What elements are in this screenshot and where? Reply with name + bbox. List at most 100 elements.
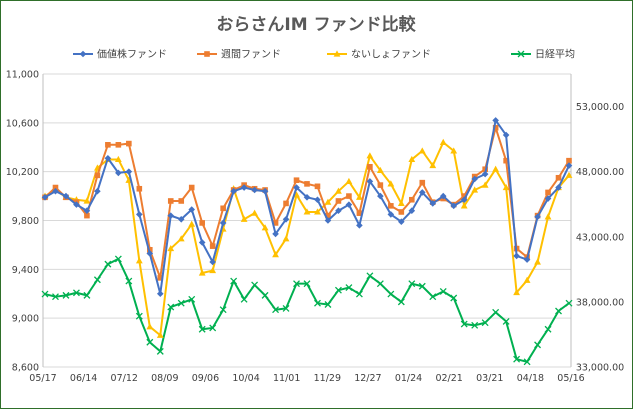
series-0	[41, 117, 573, 298]
data-point	[52, 187, 59, 195]
data-point	[219, 306, 227, 314]
data-point	[503, 157, 509, 164]
data-point	[177, 215, 185, 223]
data-point	[230, 187, 237, 195]
legend-label: 週間ファンド	[221, 49, 281, 61]
data-point	[41, 290, 49, 298]
y2-tick-label: 43,000.00	[576, 232, 624, 243]
data-point	[261, 187, 269, 195]
chart-title: おらさんIM ファンド比較	[216, 14, 416, 35]
data-point	[346, 193, 352, 199]
data-point	[156, 331, 164, 338]
data-point	[397, 298, 405, 306]
data-point	[136, 211, 143, 218]
data-point	[460, 196, 468, 204]
data-point	[325, 212, 331, 219]
data-point	[240, 215, 248, 222]
data-point	[188, 206, 196, 213]
x-axis: 05/17 06/14 07/12 08/09 09/06 10/04 11/01 11/29…	[29, 373, 584, 384]
y-tick-label: 11,000	[6, 70, 39, 81]
legend-label: ないしょファンド	[351, 49, 431, 61]
data-point	[492, 124, 499, 131]
data-point	[544, 325, 552, 333]
data-point	[293, 177, 300, 184]
y-tick-label: 9,800	[12, 216, 39, 227]
data-point	[439, 192, 447, 200]
data-point	[41, 194, 49, 201]
data-point	[146, 323, 154, 330]
data-point	[418, 189, 426, 196]
data-point	[314, 183, 321, 190]
data-point	[366, 152, 374, 159]
data-point	[366, 178, 374, 185]
data-point	[199, 220, 205, 226]
series-2	[41, 138, 573, 338]
data-point	[114, 255, 122, 263]
data-point	[387, 211, 395, 218]
legend-item: 週間ファンド	[197, 49, 281, 61]
chart-legend: 価値株ファンド 週間ファンド ないしょファンド 日経平均	[73, 48, 575, 61]
data-point	[72, 289, 80, 297]
data-point	[83, 207, 91, 215]
legend-item: 日経平均	[511, 48, 575, 61]
y-tick-label: 10,600	[6, 118, 39, 129]
data-point	[126, 140, 132, 147]
data-point	[367, 163, 373, 170]
legend-item: ないしょファンド	[327, 49, 431, 61]
data-point	[209, 243, 216, 249]
data-point	[156, 347, 164, 355]
data-point	[209, 266, 217, 274]
data-point	[115, 169, 122, 177]
y-tick-label: 9,000	[12, 314, 39, 325]
data-point	[62, 291, 70, 299]
data-point	[534, 213, 541, 221]
x-tick-label: 06/14	[70, 373, 97, 384]
data-point	[409, 196, 415, 203]
data-point	[272, 230, 279, 238]
data-point	[240, 295, 248, 303]
data-point	[450, 294, 458, 302]
data-point	[84, 212, 90, 219]
data-point	[450, 202, 458, 210]
series-layer	[41, 117, 573, 366]
data-point	[105, 142, 111, 148]
data-point	[523, 256, 531, 263]
data-point	[282, 215, 290, 223]
data-point	[492, 308, 500, 316]
data-point	[240, 184, 248, 191]
data-point	[324, 217, 332, 224]
x-tick-label: 11/01	[273, 373, 300, 384]
data-point	[146, 250, 154, 257]
data-point	[355, 290, 363, 298]
data-point	[83, 197, 91, 204]
data-point	[534, 258, 541, 265]
data-point	[471, 175, 478, 183]
data-point	[314, 299, 321, 307]
data-point	[523, 276, 531, 283]
data-point	[429, 161, 437, 169]
data-point	[429, 293, 437, 301]
x-tick-label: 12/27	[354, 373, 381, 384]
data-point	[282, 235, 290, 242]
data-point	[156, 290, 164, 298]
data-point	[513, 252, 520, 260]
data-point	[502, 183, 510, 191]
data-point	[114, 155, 122, 163]
data-point	[188, 295, 196, 303]
data-point	[283, 200, 289, 207]
data-point	[555, 174, 562, 181]
data-point	[293, 280, 300, 288]
data-point	[188, 220, 196, 227]
x-tick-label: 04/18	[517, 373, 544, 384]
data-point	[188, 184, 195, 191]
data-point	[345, 177, 353, 185]
data-point	[408, 155, 416, 163]
data-point	[324, 301, 332, 308]
data-point	[565, 162, 573, 169]
x-tick-label: 03/21	[476, 373, 503, 384]
data-point	[513, 355, 521, 363]
x-tick-label: 05/16	[557, 373, 584, 384]
data-point	[167, 212, 175, 219]
y-axis-right: 33,000.00 38,000.00 43,000.00 48,000.00 53,0…	[576, 102, 624, 373]
